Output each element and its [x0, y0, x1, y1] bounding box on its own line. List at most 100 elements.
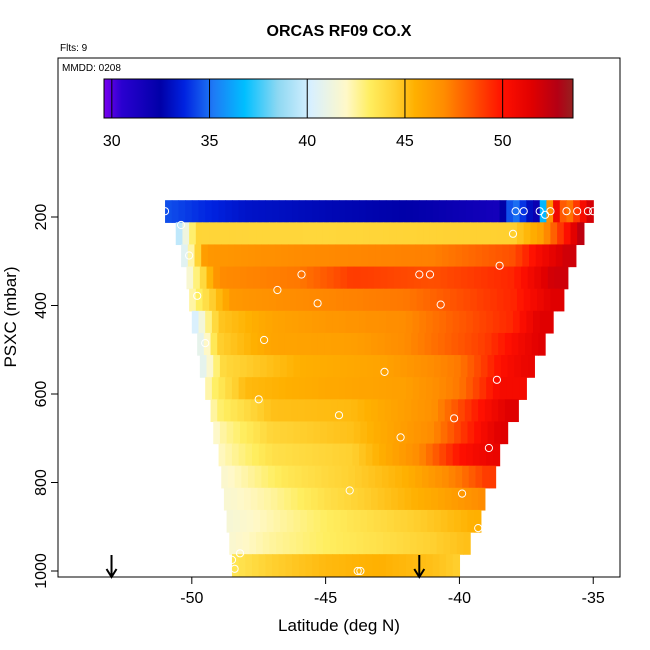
heatmap-cell — [339, 200, 347, 223]
heatmap-cell — [500, 266, 509, 290]
heatmap-cell — [397, 487, 406, 511]
heatmap-cell — [399, 443, 407, 467]
heatmap-cell — [546, 200, 554, 223]
heatmap-cell — [383, 288, 391, 312]
observation-point — [519, 207, 528, 216]
heatmap-cell — [246, 421, 254, 445]
heatmap-cell — [480, 266, 489, 290]
heatmap-cell — [392, 443, 400, 467]
heatmap-cell — [293, 509, 301, 533]
heatmap-cell — [385, 200, 394, 223]
heatmap-cell — [507, 355, 515, 378]
observation-point — [495, 261, 504, 270]
heatmap-cell — [404, 399, 412, 423]
heatmap-cell — [436, 288, 444, 312]
heatmap-cell — [214, 244, 222, 268]
heatmap-cell — [273, 355, 281, 378]
heatmap-cell — [463, 532, 471, 555]
heatmap-cell — [510, 222, 518, 246]
heatmap-cell — [428, 244, 436, 268]
heatmap-cell — [389, 532, 398, 555]
observation-point — [313, 299, 322, 308]
heatmap-cell — [542, 244, 550, 268]
heatmap-cell — [423, 288, 431, 312]
heatmap-cell — [272, 443, 280, 467]
heatmap-cell — [427, 509, 435, 533]
heatmap-cell — [360, 509, 368, 533]
heatmap-cell — [320, 509, 328, 533]
observation-point — [450, 414, 459, 423]
heatmap-cell — [479, 377, 487, 400]
heatmap-cell — [340, 266, 348, 290]
heatmap-cell — [480, 421, 489, 445]
heatmap-cell — [281, 465, 289, 489]
heatmap-cell — [334, 465, 343, 489]
heatmap-cell — [265, 377, 273, 400]
heatmap-cell — [443, 222, 451, 246]
heatmap-cell — [436, 222, 444, 246]
heatmap-cell — [333, 421, 341, 445]
heatmap-cell — [260, 355, 268, 378]
heatmap-cell — [357, 399, 366, 423]
heatmap-cell — [360, 355, 368, 378]
heatmap-cell — [419, 200, 427, 223]
heatmap-cell — [349, 288, 357, 312]
heatmap-cell — [290, 332, 299, 356]
heatmap-cell — [365, 200, 374, 223]
heatmap-cell — [269, 222, 277, 246]
heatmap-cell — [429, 288, 438, 312]
heatmap-cell — [388, 244, 396, 268]
heatmap-cell — [329, 288, 337, 312]
heatmap-cell — [577, 222, 585, 246]
heatmap-cell — [256, 288, 264, 312]
heatmap-cell — [444, 332, 452, 356]
heatmap-cell — [454, 421, 462, 445]
heatmap-cell — [470, 222, 478, 246]
heatmap-cell — [309, 532, 317, 555]
heatmap-cell — [411, 487, 419, 511]
heatmap-cell — [227, 465, 236, 489]
heatmap-cell — [385, 377, 394, 400]
heatmap-cell — [557, 222, 565, 246]
heatmap-cell — [369, 288, 378, 312]
heatmap-cell — [244, 487, 252, 511]
heatmap-cell — [284, 332, 292, 356]
heatmap-cell — [235, 532, 244, 555]
heatmap-cell — [425, 377, 434, 400]
heatmap-cell — [302, 222, 311, 246]
heatmap-cell — [392, 310, 400, 334]
heatmap-cell — [312, 554, 320, 577]
heatmap-cell — [446, 443, 454, 467]
heatmap-cell — [277, 487, 285, 511]
heatmap-cell — [389, 288, 398, 312]
heatmap-cell — [191, 200, 200, 223]
heatmap-cell — [380, 355, 388, 378]
heatmap-cell — [298, 200, 307, 223]
heatmap-cell — [217, 332, 225, 356]
heatmap-cell — [205, 377, 213, 400]
heatmap-cell — [450, 222, 458, 246]
heatmap-cell — [252, 554, 260, 577]
heatmap-cell — [488, 465, 497, 489]
heatmap-cell — [326, 355, 335, 378]
heatmap-cell — [399, 377, 407, 400]
heatmap-cell — [550, 222, 558, 246]
heatmap-cell — [201, 244, 209, 268]
heatmap-cell — [512, 200, 521, 223]
heatmap-cell — [456, 288, 465, 312]
heatmap-cell — [507, 266, 515, 290]
heatmap-cell — [312, 200, 320, 223]
heatmap-cell — [286, 509, 295, 533]
heatmap-cell — [352, 200, 360, 223]
heatmap-cell — [205, 310, 213, 334]
heatmap-cell — [379, 377, 387, 400]
heatmap-cell — [276, 532, 284, 555]
heatmap-cell — [569, 244, 577, 268]
heatmap-cell — [285, 377, 293, 400]
heatmap-cell — [314, 465, 323, 489]
heatmap-cell — [286, 355, 295, 378]
heatmap-cell — [349, 222, 357, 246]
heatmap-cell — [460, 266, 469, 290]
heatmap-cell — [476, 222, 485, 246]
heatmap-cell — [372, 310, 380, 334]
